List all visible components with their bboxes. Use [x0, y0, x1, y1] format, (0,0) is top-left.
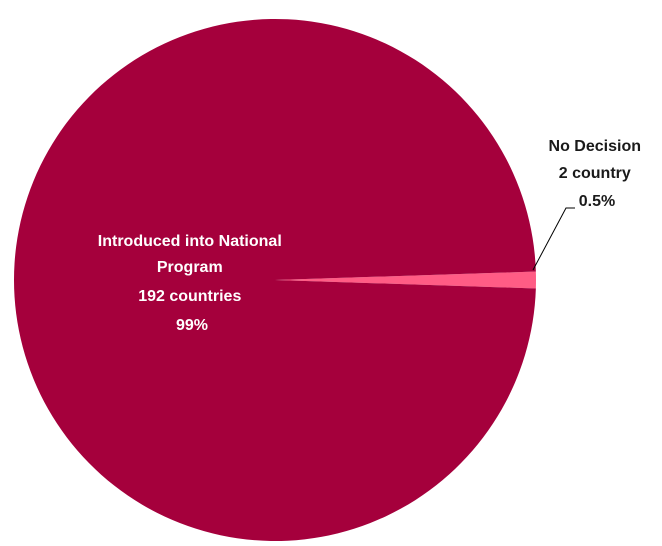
no-decision-label: No Decision 2 country 0.5%: [549, 138, 646, 210]
introduced-label-count: 192 countries: [138, 288, 241, 305]
no-decision-label-percent: 0.5%: [579, 193, 615, 210]
no-decision-leader-line: [532, 207, 575, 271]
introduced-label-line-2: Program: [157, 259, 223, 276]
no-decision-label-count: 2 country: [559, 165, 631, 182]
slice-introduced: [13, 18, 536, 541]
introduced-label-percent: 99%: [176, 317, 208, 334]
introduced-label: Introduced into National Program 192 cou…: [98, 233, 286, 334]
introduced-label-line-1: Introduced into National: [98, 233, 282, 250]
slice-no-decision: [275, 271, 536, 289]
pie-slices: [13, 18, 536, 541]
no-decision-label-category: No Decision: [549, 138, 641, 155]
